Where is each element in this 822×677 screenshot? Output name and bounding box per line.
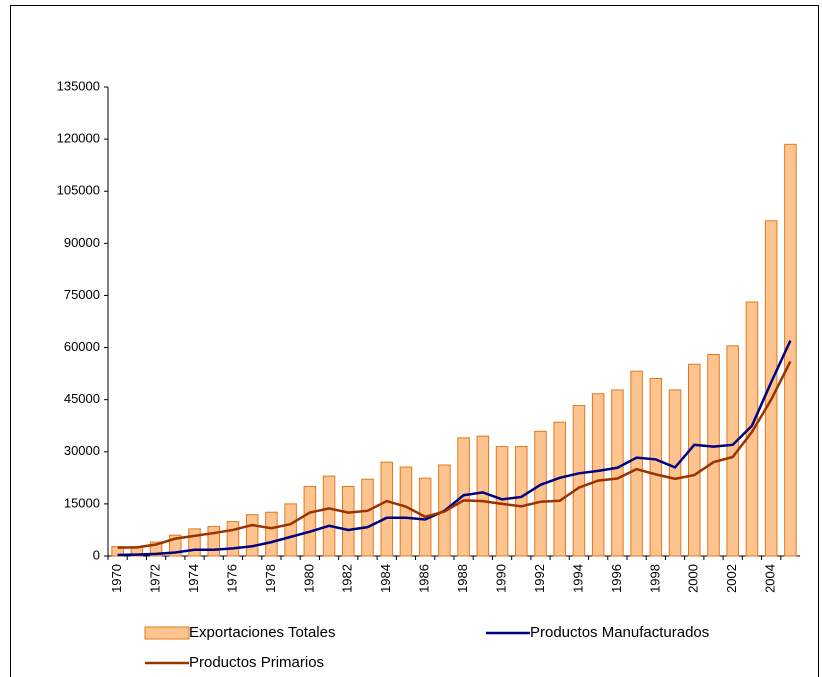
bar [322, 475, 336, 557]
y-tick-label: 120000 [57, 131, 100, 146]
y-tick-label: 45000 [64, 391, 100, 406]
y-tick-label: 60000 [64, 339, 100, 354]
bar [688, 363, 701, 557]
x-tick-label: 1970 [109, 564, 124, 593]
bar [553, 421, 566, 557]
bar [303, 486, 317, 557]
bar [226, 521, 240, 557]
bar [342, 486, 355, 557]
line [117, 340, 792, 557]
x-tick-label: 1996 [609, 564, 624, 593]
legend-swatch [144, 626, 190, 640]
x-tick-label: 2002 [724, 564, 739, 593]
y-tick-label: 75000 [64, 287, 100, 302]
x-tick-label: 2000 [686, 564, 701, 593]
bar [169, 534, 182, 557]
line [117, 360, 792, 549]
x-tick-label: 1988 [455, 564, 470, 593]
legend-label: Productos Primarios [189, 654, 324, 671]
x-tick-label: 1984 [378, 564, 393, 593]
y-tick-label: 105000 [57, 183, 100, 198]
x-tick-label: 1990 [493, 564, 508, 593]
bar [515, 446, 528, 557]
legend-label: Exportaciones Totales [189, 624, 335, 641]
x-tick-label: 1994 [570, 564, 585, 593]
bar [457, 437, 470, 557]
x-tick-label: 2004 [763, 564, 778, 593]
bar [284, 503, 297, 557]
bar [572, 405, 586, 557]
x-tick-label: 1986 [417, 564, 432, 593]
bar [649, 377, 663, 557]
x-tick-label: 1998 [647, 564, 662, 593]
bar [534, 430, 547, 557]
y-tick-label: 135000 [57, 78, 100, 93]
bar [495, 446, 509, 557]
bar [745, 301, 759, 557]
bar [149, 541, 163, 557]
y-tick-label: 30000 [64, 443, 100, 458]
bar [265, 511, 278, 557]
bar [188, 528, 201, 557]
bar [380, 461, 393, 557]
bar [591, 393, 605, 557]
x-tick-label: 1980 [301, 564, 316, 593]
bar [399, 466, 413, 557]
x-tick-label: 1982 [340, 564, 355, 593]
bar [611, 389, 624, 557]
bar [207, 525, 220, 557]
y-tick-label: 90000 [64, 235, 100, 250]
bar [668, 389, 682, 557]
chart-frame [10, 5, 819, 677]
bar [361, 478, 374, 557]
bar [707, 354, 720, 557]
x-tick-label: 1974 [186, 564, 201, 593]
x-tick-label: 1972 [147, 564, 162, 593]
y-tick-label: 15000 [64, 495, 100, 510]
x-tick-label: 1978 [263, 564, 278, 593]
x-tick-label: 1992 [532, 564, 547, 593]
bar [630, 370, 643, 557]
bar [476, 435, 490, 557]
legend-label: Productos Manufacturados [530, 624, 709, 641]
y-tick-label: 0 [93, 547, 100, 562]
x-tick-label: 1976 [224, 564, 239, 593]
bar [245, 514, 259, 557]
